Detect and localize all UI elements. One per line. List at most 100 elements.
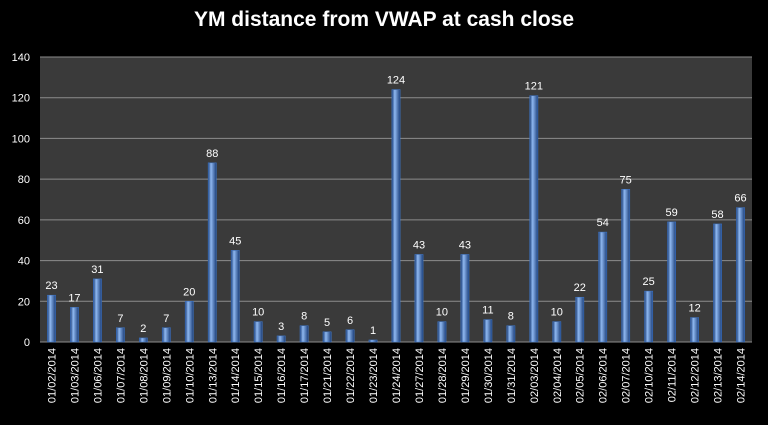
x-tick-label: 01/31/2014 <box>506 348 518 403</box>
data-label: 121 <box>525 81 543 93</box>
data-label: 3 <box>278 321 284 333</box>
bar <box>230 250 240 343</box>
bar <box>161 327 171 343</box>
x-tick-label: 02/12/2014 <box>690 348 702 403</box>
bar <box>644 290 654 343</box>
x-tick-label: 02/05/2014 <box>575 348 587 403</box>
data-label: 54 <box>597 217 609 229</box>
bar <box>483 319 493 343</box>
bar <box>437 321 447 343</box>
bar <box>552 321 562 343</box>
bar <box>116 327 125 343</box>
data-label: 5 <box>324 317 330 329</box>
bars <box>47 89 745 343</box>
data-label: 45 <box>229 235 241 247</box>
x-tick-label: 01/24/2014 <box>391 348 403 403</box>
data-label: 43 <box>459 239 471 251</box>
data-label: 1 <box>370 325 376 337</box>
x-tick-label: 01/02/2014 <box>46 348 58 403</box>
data-label: 12 <box>688 303 700 315</box>
x-tick-label: 01/27/2014 <box>414 348 426 403</box>
data-label: 23 <box>45 280 57 292</box>
x-tick-label: 01/21/2014 <box>322 348 334 403</box>
x-tick-label: 02/07/2014 <box>621 348 633 403</box>
x-tick-label: 01/16/2014 <box>276 348 288 403</box>
data-label: 43 <box>413 239 425 251</box>
data-label: 10 <box>551 307 563 319</box>
data-label: 25 <box>643 276 655 288</box>
bar <box>253 321 263 343</box>
x-tick-label: 01/17/2014 <box>299 348 311 403</box>
data-label: 22 <box>574 282 586 294</box>
data-label: 75 <box>620 174 632 186</box>
bar <box>667 221 676 343</box>
bar <box>184 301 194 343</box>
data-label: 8 <box>301 311 307 323</box>
bar <box>414 254 424 343</box>
x-tick-label: 01/29/2014 <box>460 348 472 403</box>
bar <box>368 339 378 343</box>
y-tick-label: 140 <box>12 52 30 64</box>
data-label: 59 <box>665 207 677 219</box>
data-label: 11 <box>482 305 493 317</box>
x-tick-label: 01/15/2014 <box>253 348 265 403</box>
data-label: 8 <box>508 311 514 323</box>
y-tick-label: 80 <box>18 174 30 186</box>
bar <box>345 329 355 343</box>
bar <box>598 231 608 343</box>
y-tick-labels: 0 20 40 60 80 100 120 140 <box>12 52 30 349</box>
data-labels: 23 17 31 7 2 7 20 88 45 10 3 8 5 6 1 124 43 10 43 11 8 121 10 2… <box>45 75 746 337</box>
bar <box>47 294 56 343</box>
x-tick-label: 01/22/2014 <box>345 348 357 403</box>
x-tick-label: 02/06/2014 <box>598 348 610 403</box>
y-tick-label: 20 <box>18 296 30 308</box>
y-tick-label: 120 <box>12 93 30 105</box>
data-label: 10 <box>252 307 264 319</box>
bar <box>93 278 102 343</box>
data-label: 31 <box>91 264 103 276</box>
data-label: 58 <box>711 209 723 221</box>
data-label: 124 <box>387 75 405 87</box>
bar <box>575 296 585 343</box>
x-tick-label: 01/08/2014 <box>138 348 150 403</box>
x-tick-label: 02/03/2014 <box>529 348 541 403</box>
x-tick-label: 01/14/2014 <box>230 348 242 403</box>
x-tick-label: 01/07/2014 <box>115 348 127 403</box>
bar <box>690 317 699 343</box>
data-label: 20 <box>183 286 195 298</box>
x-tick-label: 01/03/2014 <box>69 348 81 403</box>
chart-title: YM distance from VWAP at cash close <box>193 8 575 31</box>
y-tick-label: 40 <box>18 256 30 268</box>
data-label: 7 <box>117 313 123 325</box>
x-tick-label: 02/04/2014 <box>552 348 564 403</box>
y-tick-label: 100 <box>12 133 30 145</box>
data-label: 7 <box>163 313 169 325</box>
x-tick-label: 01/10/2014 <box>184 348 196 403</box>
x-tick-label: 02/14/2014 <box>736 348 748 403</box>
bar <box>299 325 309 343</box>
bar <box>70 307 79 343</box>
x-tick-label: 01/30/2014 <box>483 348 495 403</box>
bar <box>276 335 286 343</box>
x-tick-label: 02/10/2014 <box>644 348 656 403</box>
data-label: 66 <box>734 193 746 205</box>
x-tick-labels: 01/02/2014 01/03/2014 01/06/2014 01/07/2014… <box>46 348 747 403</box>
bar <box>529 95 539 343</box>
x-tick-label: 01/13/2014 <box>207 348 219 403</box>
bar <box>138 337 148 343</box>
y-tick-label: 0 <box>24 337 30 349</box>
x-tick-label: 02/11/2014 <box>667 348 679 402</box>
x-tick-label: 01/09/2014 <box>161 348 173 403</box>
data-label: 10 <box>436 307 448 319</box>
bar <box>460 254 470 343</box>
x-tick-label: 01/23/2014 <box>368 348 380 403</box>
data-label: 6 <box>347 315 353 327</box>
bar <box>322 331 332 343</box>
x-tick-label: 01/28/2014 <box>437 348 449 403</box>
data-label: 17 <box>68 292 80 304</box>
data-label: 2 <box>140 323 146 335</box>
y-tick-label: 60 <box>18 215 30 227</box>
bar <box>713 223 722 343</box>
